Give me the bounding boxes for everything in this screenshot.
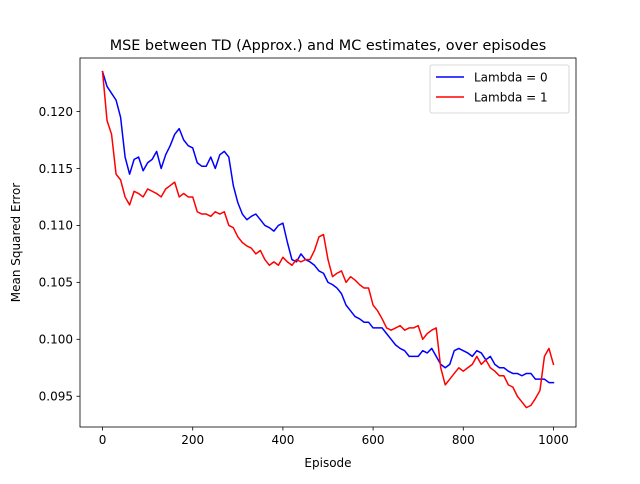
y-axis-label: Mean Squared Error [9,183,23,303]
x-tick-label: 1000 [538,433,569,447]
x-tick-label: 600 [362,433,385,447]
y-tick-label: 0.100 [39,333,73,347]
legend-label-lambda-1: Lambda = 1 [474,90,548,104]
legend-label-lambda-0: Lambda = 0 [474,70,548,84]
chart-title: MSE between TD (Approx.) and MC estimate… [110,38,547,54]
series-line-lambda-1 [101,70,555,409]
y-tick-label: 0.110 [39,219,73,233]
y-tick-label: 0.095 [39,390,73,404]
series-layer [101,70,555,409]
series-line-lambda-0 [101,70,555,384]
legend-box [429,64,570,114]
y-tick-label: 0.120 [39,105,73,119]
x-tick-label: 200 [181,433,204,447]
y-tick-label: 0.115 [39,162,73,176]
x-tick-label: 800 [452,433,475,447]
y-tick-label: 0.105 [39,276,73,290]
plot-area-frame [79,57,577,428]
x-tick-label: 0 [99,433,107,447]
legend: Lambda = 0 Lambda = 1 [429,64,570,114]
x-axis-label: Episode [304,456,351,470]
y-axis-ticks: 0.095 0.100 0.105 0.110 0.115 0.120 [39,105,80,404]
x-tick-label: 400 [271,433,294,447]
x-axis-ticks: 0 200 400 600 800 1000 [99,427,569,447]
